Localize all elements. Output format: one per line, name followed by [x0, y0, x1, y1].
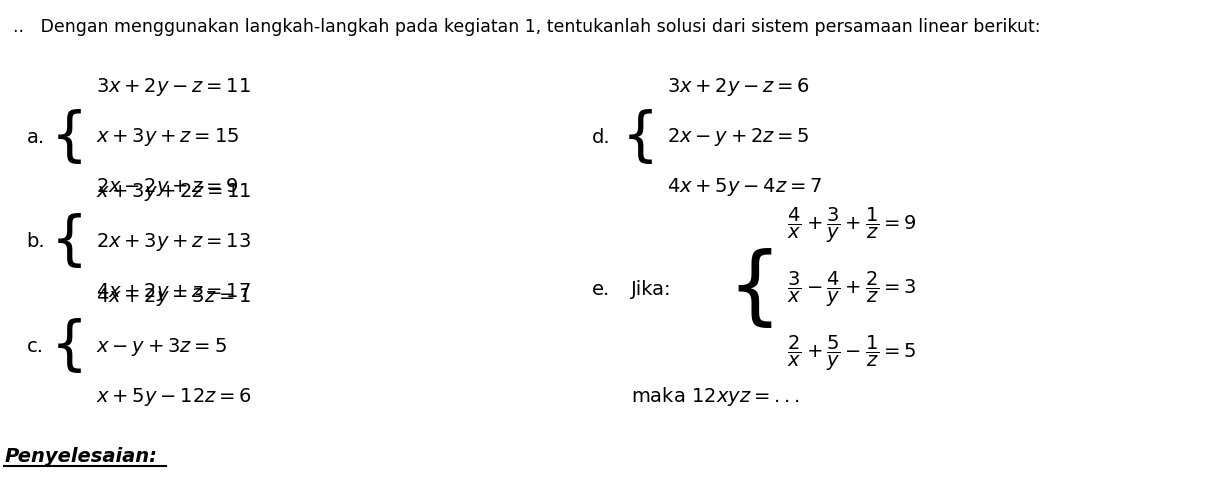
Text: b.: b. [27, 232, 45, 252]
Text: maka $12xyz = ...$: maka $12xyz = ...$ [631, 385, 799, 408]
Text: $x - y + 3z = 5$: $x - y + 3z = 5$ [96, 335, 227, 358]
Text: {: { [51, 109, 88, 166]
Text: {: { [727, 248, 782, 331]
Text: $3x + 2y - z = 11$: $3x + 2y - z = 11$ [96, 76, 251, 98]
Text: $2x - y + 2z = 5$: $2x - y + 2z = 5$ [667, 126, 810, 149]
Text: Penyelesaian:: Penyelesaian: [4, 447, 157, 466]
Text: $2x + 3y + z = 13$: $2x + 3y + z = 13$ [96, 231, 251, 253]
Text: $2x - 2y + z = 9$: $2x - 2y + z = 9$ [96, 176, 239, 198]
Text: $\dfrac{3}{x} - \dfrac{4}{y} + \dfrac{2}{z} = 3$: $\dfrac{3}{x} - \dfrac{4}{y} + \dfrac{2}… [787, 270, 917, 309]
Text: $x + 3y + 2z = 11$: $x + 3y + 2z = 11$ [96, 181, 251, 203]
Text: $x + 3y + z = 15$: $x + 3y + z = 15$ [96, 126, 239, 149]
Text: $4x + 2y + z = 17$: $4x + 2y + z = 17$ [96, 281, 251, 303]
Text: $4x + 5y - 4z = 7$: $4x + 5y - 4z = 7$ [667, 176, 822, 198]
Text: e.: e. [592, 280, 610, 299]
Text: $x + 5y - 12z = 6$: $x + 5y - 12z = 6$ [96, 386, 252, 408]
Text: ..   Dengan menggunakan langkah-langkah pada kegiatan 1, tentukanlah solusi dari: .. Dengan menggunakan langkah-langkah pa… [13, 18, 1040, 36]
Text: c.: c. [27, 337, 44, 356]
Text: $3x + 2y - z = 6$: $3x + 2y - z = 6$ [667, 76, 810, 98]
Text: {: { [621, 109, 659, 166]
Text: a.: a. [27, 128, 45, 147]
Text: Jika:: Jika: [631, 280, 671, 299]
Text: d.: d. [592, 128, 610, 147]
Text: {: { [51, 318, 88, 375]
Text: {: { [51, 213, 88, 271]
Text: $4x + 2y - 3z = 1$: $4x + 2y - 3z = 1$ [96, 286, 251, 308]
Text: $\dfrac{4}{x} + \dfrac{3}{y} + \dfrac{1}{z} = 9$: $\dfrac{4}{x} + \dfrac{3}{y} + \dfrac{1}… [787, 206, 917, 245]
Text: $\dfrac{2}{x} + \dfrac{5}{y} - \dfrac{1}{z} = 5$: $\dfrac{2}{x} + \dfrac{5}{y} - \dfrac{1}… [787, 334, 917, 373]
